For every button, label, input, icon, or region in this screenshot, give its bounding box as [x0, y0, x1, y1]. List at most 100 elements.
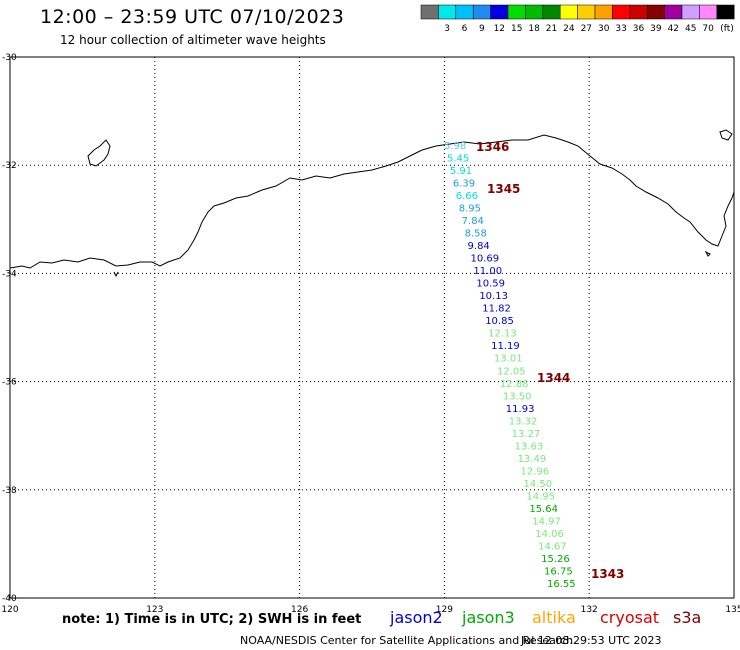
legend-swatch: [455, 4, 474, 20]
wave-height-value: 9.84: [468, 241, 490, 252]
legend-label: 27: [581, 24, 592, 34]
wave-height-value: 13.49: [518, 454, 547, 465]
wave-height-value: 12.05: [497, 366, 526, 377]
latitude-label: -34: [2, 269, 17, 279]
legend-label: 39: [650, 24, 662, 34]
satellite-name: cryosat: [600, 608, 660, 627]
legend-swatch: [699, 4, 718, 20]
wave-height-value: 14.97: [532, 516, 561, 527]
legend-swatch: [559, 4, 578, 20]
wave-height-value: 7.84: [462, 216, 484, 227]
longitude-label: 132: [581, 605, 598, 615]
wave-height-value: 10.13: [479, 291, 508, 302]
legend-swatch: [716, 4, 735, 20]
legend-label: 42: [668, 24, 679, 34]
wave-height-value: 12.13: [488, 329, 517, 340]
wave-height-value: 6.39: [453, 179, 475, 190]
legend-label: 30: [598, 24, 610, 34]
legend-label: 70: [702, 24, 714, 34]
wave-height-value: 12.96: [521, 466, 550, 477]
legend-swatch: [646, 4, 665, 20]
legend-swatch: [420, 4, 439, 20]
satellite-name: jason2: [390, 608, 443, 627]
wave-height-value: 12.88: [500, 379, 529, 390]
plot-frame: [9, 56, 735, 599]
legend-label: 15: [511, 24, 522, 34]
legend-label: 18: [528, 24, 540, 34]
wave-height-value: 10.59: [476, 279, 505, 290]
wave-height-value: 15.64: [529, 504, 558, 515]
latitude-label: -36: [2, 378, 17, 388]
legend-swatch: [507, 4, 526, 20]
longitude-label: 126: [291, 605, 308, 615]
chart-title: 12:00 – 23:59 UTC 07/10/2023: [40, 6, 345, 28]
legend-swatch: [525, 4, 544, 20]
longitude-label: 129: [436, 605, 453, 615]
legend-swatch: [472, 4, 491, 20]
latitude-label: -40: [2, 594, 17, 604]
mainland-tip: [113, 271, 119, 278]
legend-swatch: [594, 4, 613, 20]
island-outline: [87, 139, 111, 167]
wave-height-value: 5.98: [444, 141, 466, 152]
coast-fragment-east-islet: [704, 250, 711, 257]
wave-height-value: 14.95: [526, 491, 555, 502]
wave-height-value: 8.58: [465, 229, 487, 240]
wave-height-value: 16.55: [547, 579, 576, 590]
legend-swatch: [681, 4, 700, 20]
latitude-label: -32: [2, 161, 17, 171]
legend-swatch: [664, 4, 683, 20]
legend-swatch: [577, 4, 596, 20]
wave-height-value: 10.69: [470, 254, 499, 265]
track-time-label: 1344: [537, 371, 570, 385]
latitude-label: -38: [2, 486, 17, 496]
track-time-label: 1346: [476, 140, 509, 154]
legend-label: 24: [563, 24, 575, 34]
legend-swatch: [542, 4, 561, 20]
footer-timestamp: Jul 12 08:29:53 UTC 2023: [521, 634, 662, 647]
wave-height-value: 10.85: [485, 316, 514, 327]
legend-swatch: [612, 4, 631, 20]
wave-height-value: 5.91: [450, 166, 472, 177]
coast-fragment-east: [719, 129, 733, 141]
wave-height-value: 15.26: [541, 554, 570, 565]
legend-swatch: [438, 4, 457, 20]
longitude-label: 120: [1, 605, 18, 615]
wave-height-value: 14.06: [535, 529, 564, 540]
wave-height-value: 13.01: [494, 354, 523, 365]
footer-note: note: 1) Time is in UTC; 2) SWH is in fe…: [62, 612, 362, 627]
legend-label: 36: [633, 24, 645, 34]
wave-height-value: 13.27: [512, 429, 541, 440]
legend-unit: (ft): [720, 24, 734, 34]
wave-height-value: 13.63: [515, 441, 544, 452]
legend-swatch: [490, 4, 509, 20]
legend-label: 33: [615, 24, 626, 34]
wave-height-value: 16.75: [544, 566, 573, 577]
legend-label: 9: [479, 24, 485, 34]
legend-swatch: [629, 4, 648, 20]
wave-height-value: 13.32: [509, 416, 538, 427]
legend-label: 3: [444, 24, 450, 34]
wave-height-value: 13.50: [503, 391, 532, 402]
satellite-name: altika: [532, 608, 576, 627]
legend-label: 12: [494, 24, 505, 34]
legend-label: 21: [546, 24, 557, 34]
altimeter-track: 5.98 5.455.91 6.396.66 8.957.84 8.589.84 10.6…: [444, 141, 576, 590]
mainland-coastline: [9, 134, 735, 269]
latitude-label: -30: [2, 53, 17, 63]
chart-subtitle: 12 hour collection of altimeter wave hei…: [60, 33, 326, 47]
longitude-label: 123: [146, 605, 163, 615]
longitude-label: 135: [725, 605, 740, 615]
wave-height-value: 8.95: [459, 204, 481, 215]
wave-height-value: 11.82: [482, 304, 511, 315]
wave-height-value: 6.66: [456, 191, 478, 202]
wave-height-value: 5.45: [447, 154, 469, 165]
footer-credit: NOAA/NESDIS Center for Satellite Applica…: [240, 634, 574, 647]
satellite-name: jason3: [462, 608, 515, 627]
legend-label: 45: [685, 24, 696, 34]
wave-height-value: 11.00: [473, 266, 502, 277]
wave-height-value: 11.19: [491, 341, 520, 352]
wave-height-value: 11.93: [506, 404, 535, 415]
